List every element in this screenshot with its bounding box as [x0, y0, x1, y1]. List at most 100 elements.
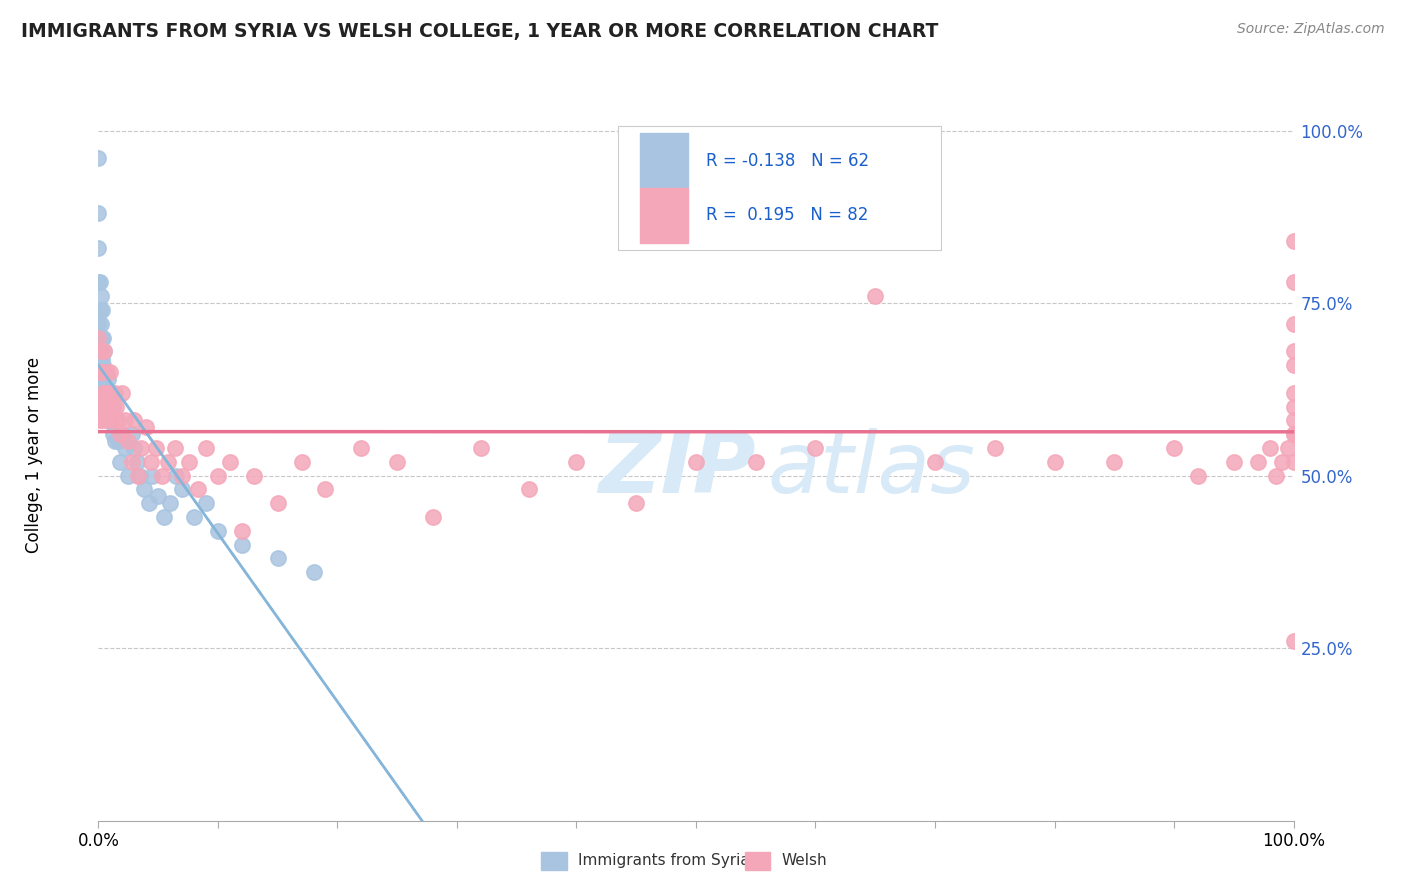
Point	[98, 385, 121, 400]
Point	[90, 400, 112, 414]
Point	[1282, 455, 1305, 469]
Point	[1282, 634, 1305, 648]
Point	[97, 372, 120, 386]
Point	[124, 441, 146, 455]
Point	[1223, 455, 1246, 469]
Point	[315, 483, 337, 497]
Point	[159, 496, 181, 510]
Point	[104, 385, 127, 400]
Point	[470, 441, 492, 455]
Point	[865, 289, 887, 303]
Point	[90, 379, 112, 393]
Point	[87, 151, 110, 165]
Point	[195, 496, 218, 510]
Bar	[640, 133, 688, 188]
Y-axis label: College, 1 year or more: College, 1 year or more	[25, 357, 42, 553]
Text: Immigrants from Syria: Immigrants from Syria	[578, 854, 749, 868]
Point	[91, 413, 114, 427]
Point	[87, 400, 110, 414]
Text: Welsh: Welsh	[782, 854, 827, 868]
Point	[98, 385, 122, 400]
Point	[183, 510, 205, 524]
Point	[94, 385, 117, 400]
Point	[207, 524, 229, 538]
Point	[165, 468, 187, 483]
Point	[107, 413, 129, 427]
Text: IMMIGRANTS FROM SYRIA VS WELSH COLLEGE, 1 YEAR OR MORE CORRELATION CHART: IMMIGRANTS FROM SYRIA VS WELSH COLLEGE, …	[21, 22, 938, 41]
Point	[100, 400, 122, 414]
Point	[91, 385, 114, 400]
Point	[422, 510, 444, 524]
Point	[89, 303, 111, 318]
Text: R =  0.195   N = 82: R = 0.195 N = 82	[706, 206, 868, 224]
Point	[91, 358, 114, 372]
Point	[302, 566, 325, 580]
Point	[91, 330, 114, 344]
Point	[114, 413, 136, 427]
Point	[91, 351, 114, 366]
Point	[350, 441, 373, 455]
Point	[156, 455, 179, 469]
Point	[124, 413, 146, 427]
Point	[97, 400, 120, 414]
Point	[89, 365, 111, 379]
Point	[87, 206, 110, 220]
Point	[117, 468, 139, 483]
Point	[153, 510, 176, 524]
Point	[91, 400, 114, 414]
Point	[1043, 455, 1066, 469]
Point	[1104, 455, 1126, 469]
Point	[98, 385, 121, 400]
Point	[565, 455, 588, 469]
Point	[517, 483, 540, 497]
Point	[90, 317, 112, 331]
Point	[94, 365, 117, 379]
Point	[150, 468, 173, 483]
Point	[104, 434, 127, 449]
Point	[90, 344, 112, 359]
Point	[135, 420, 157, 434]
Point	[101, 413, 124, 427]
Point	[91, 385, 114, 400]
Point	[172, 483, 194, 497]
Point	[94, 400, 117, 414]
Point	[101, 427, 124, 442]
Point	[1282, 317, 1305, 331]
Point	[89, 330, 111, 344]
Point	[1277, 441, 1299, 455]
Point	[145, 441, 167, 455]
Point	[219, 455, 242, 469]
Point	[96, 365, 118, 379]
Point	[93, 400, 115, 414]
Point	[924, 455, 946, 469]
Point	[207, 468, 229, 483]
FancyBboxPatch shape	[619, 126, 941, 250]
Point	[1282, 427, 1305, 442]
Point	[89, 276, 111, 290]
Point	[138, 496, 160, 510]
Text: atlas: atlas	[768, 428, 976, 511]
Point	[111, 385, 134, 400]
Point	[1282, 344, 1305, 359]
Point	[1247, 455, 1270, 469]
Point	[91, 330, 114, 344]
Point	[385, 455, 409, 469]
Point	[195, 441, 218, 455]
Point	[626, 496, 648, 510]
Point	[1282, 427, 1305, 442]
Point	[141, 468, 163, 483]
Point	[87, 276, 110, 290]
Point	[98, 413, 122, 427]
Point	[685, 455, 707, 469]
Point	[111, 427, 134, 442]
Point	[1282, 276, 1305, 290]
Point	[93, 344, 115, 359]
Point	[243, 468, 266, 483]
Point	[100, 400, 122, 414]
Point	[91, 303, 114, 318]
Text: R = -0.138   N = 62: R = -0.138 N = 62	[706, 152, 869, 169]
Point	[984, 441, 1007, 455]
Point	[129, 468, 152, 483]
Point	[105, 413, 128, 427]
Point	[87, 317, 110, 331]
